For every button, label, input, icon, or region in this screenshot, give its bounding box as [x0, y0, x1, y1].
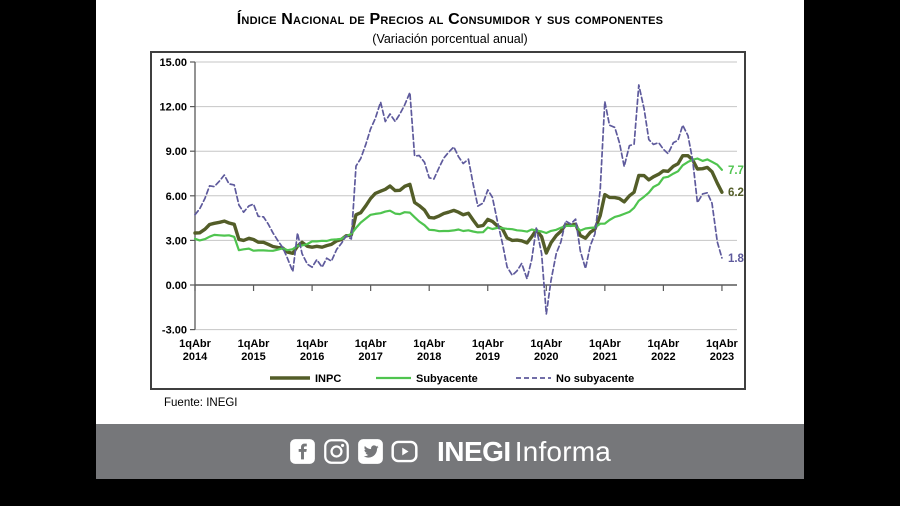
end-label-subyacente: 7.75 — [728, 165, 744, 177]
svg-text:2016: 2016 — [300, 351, 324, 363]
svg-text:3.00: 3.00 — [166, 235, 187, 247]
brand-lockup: INEGI Informa — [437, 436, 611, 468]
chart-svg: 15.0012.009.006.003.000.00-3.001qAbr2014… — [159, 57, 750, 385]
svg-text:2017: 2017 — [358, 351, 382, 363]
svg-text:1qAbr: 1qAbr — [296, 338, 329, 350]
informa-text: Informa — [514, 435, 612, 467]
end-label-no-subyacente: 1.82 — [728, 253, 744, 265]
svg-text:2015: 2015 — [241, 351, 265, 363]
svg-text:1qAbr: 1qAbr — [589, 338, 622, 350]
svg-text:1qAbr: 1qAbr — [706, 338, 739, 350]
svg-text:2020: 2020 — [534, 351, 558, 363]
legend-label-3: No subyacente — [556, 373, 634, 385]
svg-text:6.00: 6.00 — [166, 191, 187, 203]
content-area: Índice Nacional de Precios al Consumidor… — [96, 0, 804, 424]
svg-text:2022: 2022 — [651, 351, 675, 363]
facebook-icon[interactable] — [289, 438, 316, 465]
svg-text:12.00: 12.00 — [159, 102, 187, 114]
brand-bar: INEGI Informa — [96, 424, 804, 479]
end-label-inpc: 6.24 — [728, 187, 744, 199]
svg-text:1qAbr: 1qAbr — [238, 338, 270, 350]
svg-text:1qAbr: 1qAbr — [179, 338, 212, 350]
chart-subtitle: (Variación porcentual anual) — [372, 32, 528, 46]
svg-text:9.00: 9.00 — [166, 146, 187, 158]
svg-text:15.00: 15.00 — [159, 57, 187, 69]
svg-text:1qAbr: 1qAbr — [413, 338, 446, 350]
svg-text:2018: 2018 — [417, 351, 441, 363]
svg-text:1qAbr: 1qAbr — [530, 338, 563, 350]
svg-text:1qAbr: 1qAbr — [472, 338, 505, 350]
source-note: Fuente: INEGI — [164, 397, 238, 409]
svg-text:2014: 2014 — [183, 351, 208, 363]
legend-label-2: Subyacente — [416, 373, 478, 385]
svg-text:2019: 2019 — [476, 351, 500, 363]
instagram-icon[interactable] — [323, 438, 350, 465]
youtube-icon[interactable] — [391, 438, 418, 465]
chart-box: 15.00 12.00 9.00 6.00 3.00 0.00 -3.00 1qAbr 2014… — [150, 51, 751, 390]
svg-text:-3.00: -3.00 — [162, 325, 187, 337]
page-title: Índice Nacional de Precios al Consumidor… — [236, 11, 664, 28]
inegi-logo-text: INEGI — [436, 435, 511, 467]
svg-text:1qAbr: 1qAbr — [355, 338, 388, 350]
legend-label-1: INPC — [315, 373, 341, 385]
svg-text:2021: 2021 — [593, 351, 617, 363]
twitter-icon[interactable] — [357, 438, 384, 465]
svg-text:2023: 2023 — [710, 351, 734, 363]
svg-text:0.00: 0.00 — [166, 280, 187, 292]
svg-text:1qAbr: 1qAbr — [648, 338, 681, 350]
